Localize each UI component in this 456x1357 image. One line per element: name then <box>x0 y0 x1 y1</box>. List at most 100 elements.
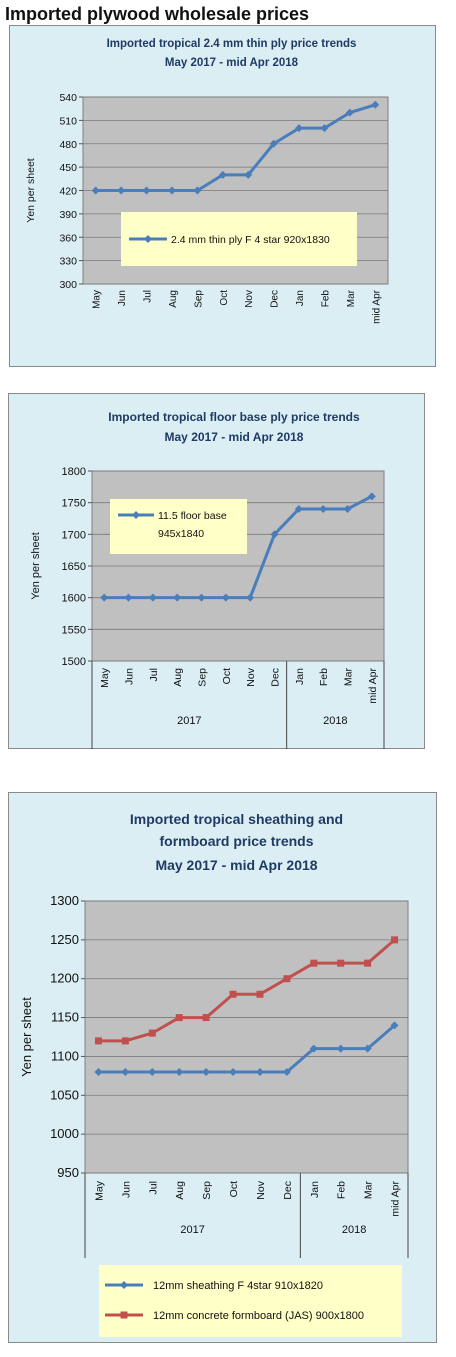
data-point <box>117 186 126 195</box>
chart-title-line-1: Imported tropical sheathing and <box>130 811 343 827</box>
y-tick-label: 300 <box>59 279 77 291</box>
data-point <box>320 124 329 133</box>
legend-box <box>99 1265 402 1337</box>
x-tick-label: Dec <box>270 668 282 687</box>
x-tick-label: Feb <box>318 668 330 686</box>
chart-panel-floor-base: Imported tropical floor base ply price t… <box>8 393 425 749</box>
year-group-label: 2018 <box>342 1224 366 1236</box>
data-point <box>148 593 157 602</box>
chart-panel-sheathing-formboard: Imported tropical sheathing and formboard… <box>8 792 437 1343</box>
x-tick-label: mid Apr <box>371 289 382 324</box>
data-point <box>91 186 100 195</box>
data-point <box>167 186 176 195</box>
data-point <box>282 1067 291 1076</box>
data-point <box>229 1067 238 1076</box>
x-tick-label: May <box>92 290 103 309</box>
chart-sheathing-formboard: Imported tropical sheathing and formboard… <box>19 811 409 1337</box>
y-tick-label: 360 <box>59 232 77 244</box>
data-point <box>218 170 227 179</box>
x-tick-label: Jan <box>294 668 306 685</box>
data-point <box>148 1029 156 1037</box>
data-point <box>367 492 376 501</box>
chart-subtitle: May 2017 - mid Apr 2018 <box>165 430 304 444</box>
x-tick-label: Dec <box>282 1181 294 1200</box>
x-tick-label: Jun <box>124 668 136 685</box>
x-tick-label: Aug <box>172 668 184 687</box>
x-tick-label: Jul <box>143 290 154 303</box>
x-tick-label: Sep <box>201 1181 213 1200</box>
chart-title: Imported tropical floor base ply price t… <box>108 410 360 424</box>
data-point <box>269 139 278 148</box>
data-point <box>270 530 279 539</box>
data-point <box>310 959 318 967</box>
y-tick-label: 1750 <box>62 498 86 510</box>
x-tick-label: Jun <box>120 1181 132 1198</box>
data-point <box>175 1014 183 1022</box>
y-tick-label: 540 <box>59 92 77 104</box>
chart-floor-base: Imported tropical floor base ply price t… <box>30 410 385 749</box>
data-point <box>175 1067 184 1076</box>
data-point <box>94 1067 103 1076</box>
legend-marker <box>144 235 152 243</box>
x-tick-label: Nov <box>255 1180 267 1199</box>
y-tick-label: 1700 <box>62 529 86 541</box>
y-axis-label: Yen per sheet <box>30 532 42 599</box>
y-tick-label: 1000 <box>50 1126 79 1141</box>
y-tick-label: 1200 <box>50 971 79 986</box>
data-point <box>371 100 380 109</box>
y-tick-label: 1500 <box>62 656 86 668</box>
x-tick-label: Aug <box>168 290 179 308</box>
y-tick-label: 1150 <box>51 1010 79 1025</box>
legend-label: 12mm sheathing F 4star 910x1820 <box>153 1280 323 1292</box>
chart-subtitle: May 2017 - mid Apr 2018 <box>155 857 317 873</box>
year-group-label: 2017 <box>180 1224 204 1236</box>
data-point <box>173 593 182 602</box>
series-line <box>98 1024 396 1074</box>
x-tick-label: Jul <box>148 668 160 681</box>
x-tick-label: Jan <box>309 1181 321 1198</box>
data-point <box>193 186 202 195</box>
data-point <box>142 186 151 195</box>
year-group-label: 2018 <box>323 715 347 727</box>
y-tick-label: 1250 <box>50 932 79 947</box>
x-tick-label: Mar <box>346 289 357 307</box>
legend-marker <box>132 511 140 519</box>
x-tick-label: Aug <box>174 1181 186 1200</box>
y-axis-label: Yen per sheet <box>19 997 34 1077</box>
x-tick-label: Feb <box>320 290 331 308</box>
data-point <box>244 170 253 179</box>
chart-title: Imported tropical sheathing and formboard… <box>130 811 343 849</box>
y-tick-label: 480 <box>59 139 77 151</box>
y-tick-label: 1800 <box>62 466 86 478</box>
data-point <box>295 124 304 133</box>
x-tick-label: Sep <box>197 668 209 687</box>
data-point <box>256 990 264 998</box>
data-point <box>363 1044 372 1053</box>
x-tick-label: Dec <box>270 290 281 308</box>
data-point <box>221 593 230 602</box>
data-point <box>246 593 255 602</box>
x-tick-label: Nov <box>244 290 255 308</box>
legend-label-line-1: 11.5 floor base <box>158 510 227 522</box>
legend-marker <box>120 1311 128 1319</box>
data-point <box>121 1037 129 1045</box>
x-tick-label: Jan <box>295 290 306 306</box>
x-tick-label: Mar <box>343 668 355 687</box>
data-point <box>202 1067 211 1076</box>
x-tick-label: Sep <box>193 290 204 308</box>
y-tick-label: 950 <box>57 1165 79 1180</box>
x-tick-label: Jun <box>117 290 128 306</box>
series-line <box>95 103 376 192</box>
x-tick-label: Oct <box>228 1181 240 1197</box>
x-tick-label: Nov <box>245 667 257 686</box>
y-axis-label: Yen per sheet <box>25 158 37 222</box>
y-tick-label: 330 <box>59 256 77 268</box>
data-point <box>345 108 354 117</box>
y-tick-label: 1100 <box>51 1048 79 1063</box>
data-point <box>148 1067 157 1076</box>
data-point <box>94 1037 102 1045</box>
y-tick-label: 1300 <box>50 893 79 908</box>
x-tick-label: May <box>99 667 111 688</box>
series-line <box>98 938 396 1043</box>
legend-label-line-2: 945x1840 <box>158 528 204 540</box>
